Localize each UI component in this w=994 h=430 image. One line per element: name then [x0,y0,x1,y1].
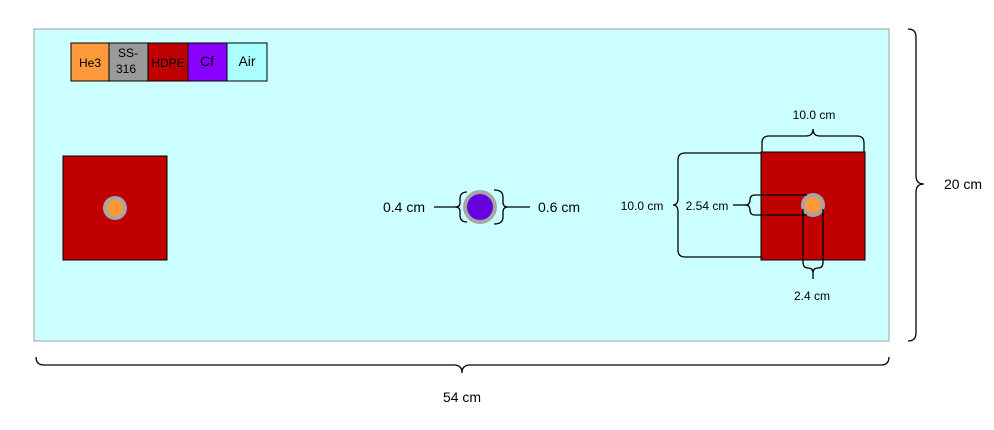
detector-diameter-label: 2.4 cm [794,289,830,303]
height-label: 20 cm [944,176,982,192]
legend-swatch-cf [187,42,228,82]
legend-swatch-air [226,42,268,82]
legend-label-he3: He3 [79,56,101,70]
width-label: 54 cm [443,389,481,405]
legend-label-hdpe: HDPE [151,56,184,70]
height-brace [907,28,925,342]
block-height-label: 10.0 cm [621,199,664,213]
block-width-label: 10.0 cm [793,108,836,122]
he3-detector-right [805,197,821,213]
legend: He3 SS-316 HDPE Cf Air [70,42,268,82]
legend-swatch-ss316 [108,42,149,82]
block-height-brace [672,152,762,258]
legend-label-cf: Cf [200,53,214,69]
block-width-brace [761,128,865,152]
source-outer-label: 0.6 cm [538,199,580,215]
legend-swatch-he3 [70,42,110,82]
legend-label-air: Air [238,53,255,69]
legend-swatch-hdpe [147,42,189,82]
source-inner-label: 0.4 cm [383,199,425,215]
detector-depth-label: 2.54 cm [686,199,729,213]
cf-source [467,194,493,220]
he3-detector-left [107,200,123,216]
width-brace [35,356,890,374]
legend-label-ss316: SS-316 [116,46,138,76]
